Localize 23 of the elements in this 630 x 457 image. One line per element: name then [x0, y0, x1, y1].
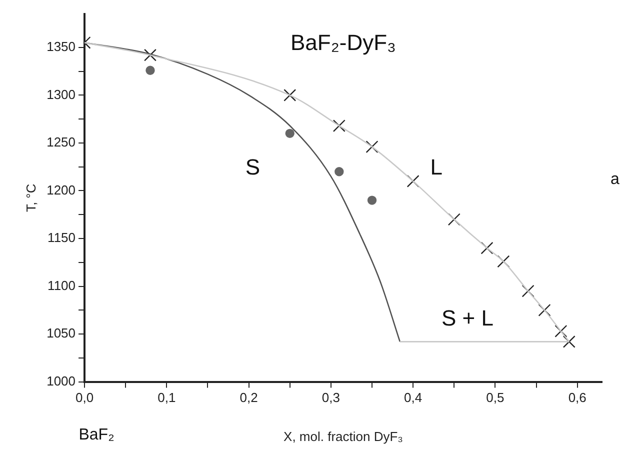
y-tick-label: 1350 — [46, 39, 76, 54]
annotation: L — [430, 154, 443, 180]
x-tick-label: 0,5 — [486, 390, 504, 406]
y-tick-label: 1150 — [48, 230, 76, 246]
x-tick-label: 0,2 — [240, 390, 258, 406]
annotation: S + L — [441, 305, 494, 330]
text: a — [610, 170, 620, 188]
y-tick-label: 1200 — [46, 182, 76, 198]
y-tick-label: 1050 — [46, 326, 76, 341]
text: BaF₂ — [78, 426, 114, 444]
annotation: S — [245, 154, 260, 180]
x-tick-label: 0,3 — [322, 390, 340, 406]
x-tick-label: 0,1 — [158, 390, 176, 406]
x-tick-label: 0,6 — [568, 390, 586, 406]
y-tick-label: 1250 — [46, 134, 76, 150]
y-tick-label: 1100 — [48, 278, 76, 293]
y-axis-title: T, °C — [23, 184, 38, 212]
y-tick-label: 1300 — [46, 86, 76, 102]
y-tick-label: 1000 — [46, 373, 76, 388]
text: BaF₂-DyF₃ — [290, 30, 396, 56]
x-tick-label: 0,0 — [75, 390, 94, 406]
x-tick-label: 0,4 — [404, 390, 422, 406]
x-axis-title: X, mol. fraction DyF₃ — [284, 428, 403, 444]
